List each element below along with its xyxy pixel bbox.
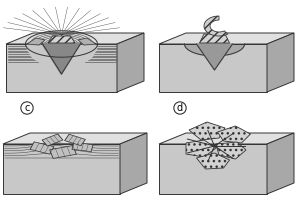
Polygon shape — [267, 133, 294, 194]
Polygon shape — [3, 144, 120, 194]
Polygon shape — [27, 38, 45, 45]
Polygon shape — [267, 33, 294, 92]
Polygon shape — [218, 126, 250, 143]
Polygon shape — [78, 38, 96, 45]
Polygon shape — [196, 44, 232, 70]
Polygon shape — [64, 134, 86, 146]
Polygon shape — [72, 142, 93, 152]
Polygon shape — [159, 144, 267, 194]
Polygon shape — [186, 140, 216, 157]
Polygon shape — [30, 142, 54, 154]
Polygon shape — [216, 142, 246, 159]
Polygon shape — [159, 33, 294, 44]
Polygon shape — [42, 134, 63, 146]
Polygon shape — [159, 133, 294, 144]
Polygon shape — [6, 33, 144, 44]
Polygon shape — [159, 44, 267, 92]
Polygon shape — [120, 133, 147, 194]
Polygon shape — [189, 122, 225, 140]
Polygon shape — [50, 146, 76, 158]
Polygon shape — [6, 44, 117, 92]
Polygon shape — [204, 16, 228, 36]
Text: d: d — [177, 103, 183, 113]
Polygon shape — [42, 44, 62, 74]
Polygon shape — [184, 44, 244, 56]
Polygon shape — [48, 36, 75, 43]
Text: c: c — [24, 103, 30, 113]
Polygon shape — [117, 33, 144, 92]
Polygon shape — [196, 153, 230, 169]
Polygon shape — [3, 133, 147, 144]
Polygon shape — [200, 34, 230, 43]
Polygon shape — [42, 43, 81, 74]
